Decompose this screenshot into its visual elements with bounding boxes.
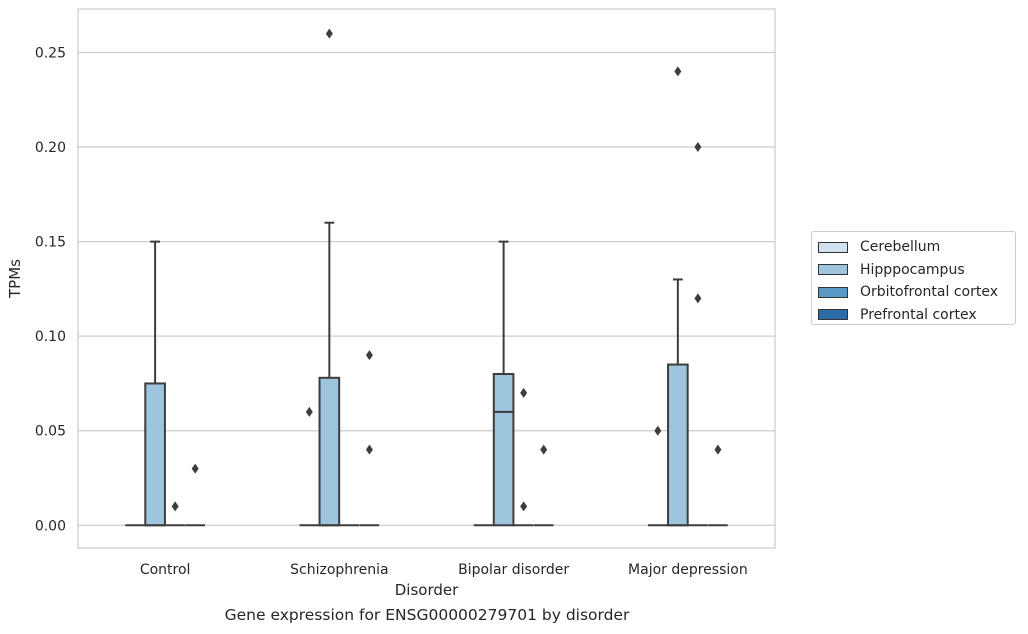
legend-label: Prefrontal cortex [860, 306, 977, 323]
legend-item-cerebellum: Cerebellum [818, 236, 1015, 259]
outlier-point [714, 444, 722, 455]
y-tick-label: 0.15 [35, 235, 66, 251]
outlier-point [325, 28, 333, 39]
outlier-point [540, 444, 548, 455]
legend-item-orbitofrontal-cortex: Orbitofrontal cortex [818, 281, 1015, 304]
x-tick-label: Major depression [628, 562, 748, 578]
legend-swatch [818, 309, 848, 321]
y-tick-label: 0.20 [35, 140, 66, 156]
y-axis-ticks: 0.00 0.05 0.10 0.15 0.20 0.25 [35, 45, 66, 534]
outlier-point [305, 406, 313, 417]
outlier-point [694, 293, 702, 304]
outlier-point [171, 501, 179, 512]
y-tick-label: 0.10 [35, 329, 66, 345]
legend-swatch [818, 264, 848, 276]
plot-frame [77, 8, 776, 549]
legend-item-prefrontal-cortex: Prefrontal cortex [818, 304, 1015, 327]
box [318, 376, 341, 527]
chart-caption: Gene expression for ENSG00000279701 by d… [224, 606, 630, 624]
box-plot-marks [125, 28, 728, 527]
outlier-point [365, 444, 373, 455]
x-axis-ticks: Control Schizophrenia Bipolar disorder Majo… [140, 562, 748, 578]
legend-label: Hipppocampus [860, 261, 965, 278]
box [144, 382, 166, 527]
outlier-point [694, 142, 702, 153]
outlier-point [520, 501, 528, 512]
legend-swatch [818, 241, 848, 253]
legend-label: Cerebellum [860, 239, 941, 256]
outlier-point [520, 387, 528, 398]
legend-item-hippocampus: Hipppocampus [818, 259, 1015, 282]
x-tick-label: Bipolar disorder [458, 562, 569, 578]
outlier-point [654, 425, 662, 436]
y-tick-label: 0.05 [35, 424, 66, 440]
box [492, 373, 515, 527]
x-tick-label: Control [140, 562, 191, 578]
outlier-point [191, 463, 199, 474]
outlier-point [365, 350, 373, 361]
legend: Cerebellum Hipppocampus Orbitofrontal co… [811, 231, 1016, 325]
y-tick-label: 0.25 [35, 45, 66, 61]
box [667, 363, 689, 527]
y-tick-label: 0.00 [35, 518, 66, 534]
outlier-point [674, 66, 682, 77]
legend-swatch [818, 286, 848, 298]
x-axis-label: Disorder [395, 581, 459, 599]
legend-label: Orbitofrontal cortex [860, 284, 998, 301]
x-tick-label: Schizophrenia [290, 562, 388, 578]
y-axis-label: TPMs [6, 259, 24, 299]
